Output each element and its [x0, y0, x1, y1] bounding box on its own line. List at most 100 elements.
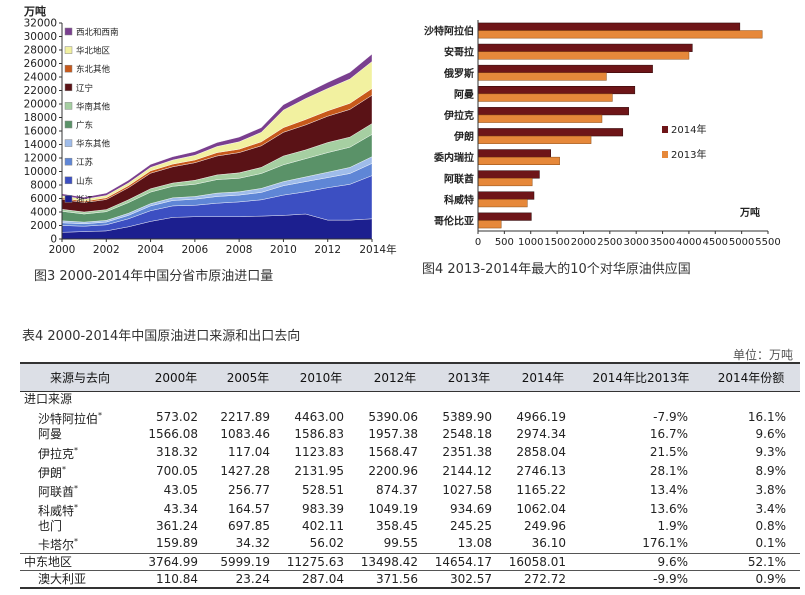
fig3-legend-swatch — [64, 46, 73, 54]
table-cell: 5390.06 — [368, 409, 418, 424]
table-cell: 249.96 — [524, 518, 566, 533]
table-cell: -9.9% — [580, 570, 702, 590]
fig3-legend-label: 辽宁 — [76, 83, 93, 94]
table-header-cell: 2000年 — [154, 371, 198, 385]
table-cell: 2217.89 — [220, 409, 270, 424]
table-cell: 52.1% — [702, 553, 800, 571]
fig3-y-tick-label: 4000 — [30, 207, 57, 219]
fig3-x-tick-label: 2004 — [137, 244, 164, 256]
footnote-mark: * — [74, 502, 79, 512]
row-label: 伊朗* — [38, 464, 67, 480]
table-row-region-total: 中东地区 3764.99 5999.19 11275.63 13498.42 14654.… — [20, 553, 800, 571]
table-cell: 1123.83 — [294, 444, 344, 459]
fig3-legend-label: 西北和西南 — [76, 27, 119, 38]
table-cell: 21.5% — [649, 444, 688, 459]
fig4-x-tick-label: 500 — [495, 237, 514, 248]
table-cell: 2144.12 — [442, 463, 492, 478]
fig4-x-tick-label: 2000 — [571, 237, 596, 248]
fig4-unit-label: 万吨 — [739, 206, 760, 219]
table-header-cell: 来源与去向 — [49, 371, 110, 385]
fig4-x-tick-label: 3500 — [650, 237, 675, 248]
fig4-legend-swatch — [662, 126, 668, 133]
fig4-category-label: 委内瑞拉 — [433, 151, 474, 164]
table-cell: 9.3% — [755, 444, 787, 459]
fig4-bar-2013 — [477, 178, 533, 187]
fig3-legend-swatch — [64, 195, 73, 203]
fig4-x-tick-label: 3000 — [623, 237, 648, 248]
table-cell: 256.77 — [228, 482, 270, 497]
table-cell: 0.8% — [755, 518, 787, 533]
table-section-row: 进口来源 — [20, 392, 800, 408]
table-cell: 13.4% — [649, 482, 688, 497]
fig4-bar-2014 — [477, 191, 535, 200]
table-cell: 2131.95 — [294, 463, 344, 478]
fig3-area-chart: 0200040006000800010000120001400016000180… — [23, 4, 397, 257]
fig4-bar-2014 — [477, 107, 629, 116]
row-label: 科威特* — [38, 502, 79, 518]
table-cell: 934.69 — [450, 501, 492, 516]
table-cell: 573.02 — [156, 409, 198, 424]
table-cell: 3764.99 — [140, 553, 212, 571]
fig3-y-tick-label: 8000 — [30, 180, 57, 192]
fig3-legend-label: 东北其他 — [76, 64, 111, 75]
table-cell: 2351.38 — [442, 444, 492, 459]
table-row: 澳大利亚 110.84 23.24 287.04 371.56 302.57 272.72-… — [20, 570, 800, 590]
footnote-mark: * — [74, 483, 79, 493]
fig3-y-unit: 万吨 — [23, 4, 46, 18]
table-cell: 358.45 — [376, 518, 418, 533]
table-cell: 117.04 — [228, 444, 270, 459]
import-source-table: 来源与去向 2000年 2005年 2010年 2012年 2013年 2014年 2014年… — [20, 362, 800, 590]
fig3-x-tick-label: 2014年 — [359, 243, 396, 256]
row-label: 沙特阿拉伯* — [38, 410, 103, 426]
fig4-x-tick-label: 4000 — [676, 237, 701, 248]
fig3-x-tick-label: 2008 — [226, 244, 253, 256]
footnote-mark: * — [74, 445, 79, 455]
fig4-category-label: 安哥拉 — [444, 46, 474, 59]
table-cell: 1427.28 — [220, 463, 270, 478]
fig4-bar-2014 — [477, 149, 551, 158]
fig4-bar-2014 — [477, 64, 653, 73]
fig3-legend-swatch — [64, 102, 73, 110]
section-label: 进口来源 — [24, 392, 73, 407]
table-cell: 700.05 — [156, 463, 198, 478]
table-cell: 43.05 — [163, 482, 198, 497]
table-cell: 56.02 — [309, 536, 344, 551]
fig4-bar-2014 — [477, 128, 624, 137]
fig3-legend-label: 华东其他 — [76, 139, 111, 150]
table-title: 表4 2000-2014年中国原油进口来源和出口去向 — [22, 329, 301, 344]
table-cell: 9.6% — [580, 553, 702, 571]
fig3-axes: 0200040006000800010000120001400016000180… — [24, 18, 397, 257]
fig3-x-tick-label: 2002 — [93, 244, 120, 256]
table-cell: 99.55 — [383, 536, 418, 551]
table-unit: 单位：万吨 — [732, 348, 793, 362]
table-cell: 1027.58 — [442, 482, 492, 497]
table-row: 也门 361.24 697.85 402.11 358.45 245.25 249.96 1.… — [20, 519, 800, 535]
fig4-bar-2013 — [477, 114, 603, 123]
fig4-category-label: 俄罗斯 — [443, 67, 474, 80]
fig3-areas — [61, 23, 373, 240]
fig3-legend-label: 山东 — [76, 176, 93, 187]
fig4-bar-2013 — [477, 135, 592, 144]
fig3-y-tick-label: 2000 — [30, 220, 57, 232]
table-container: 来源与去向 2000年 2005年 2010年 2012年 2013年 2014年 2014年… — [20, 362, 800, 590]
table-cell: 16058.01 — [506, 553, 580, 571]
table-cell: 13.08 — [457, 536, 492, 551]
fig4-x-tick-label: 1000 — [518, 237, 543, 248]
row-label: 伊拉克* — [38, 445, 79, 461]
fig3-y-tick-label: 10000 — [24, 166, 57, 178]
row-label: 卡塔尔* — [38, 537, 79, 553]
table-cell: 402.11 — [302, 518, 344, 533]
table-cell: 528.51 — [302, 482, 344, 497]
footnote-mark: * — [98, 410, 103, 420]
table-cell: 3.8% — [755, 482, 787, 497]
fig3-y-tick-label: 6000 — [30, 193, 57, 205]
table-header-cell: 2005年 — [226, 371, 270, 385]
table-row: 科威特* 43.34 164.57 983.39 1049.19 934.69 1062.0… — [20, 500, 800, 519]
fig3-legend-label: 华南其他 — [76, 101, 111, 112]
row-label: 中东地区 — [20, 553, 140, 571]
table-row: 伊拉克* 318.32 117.04 1123.83 1568.47 2351.38 285… — [20, 443, 800, 462]
fig3-y-tick-label: 30000 — [24, 31, 57, 43]
fig4-caption: 图4 2013-2014年最大的10个对华原油供应国 — [422, 262, 691, 277]
fig4-legend-swatch — [662, 151, 668, 158]
fig3-y-tick-label: 16000 — [24, 126, 57, 138]
